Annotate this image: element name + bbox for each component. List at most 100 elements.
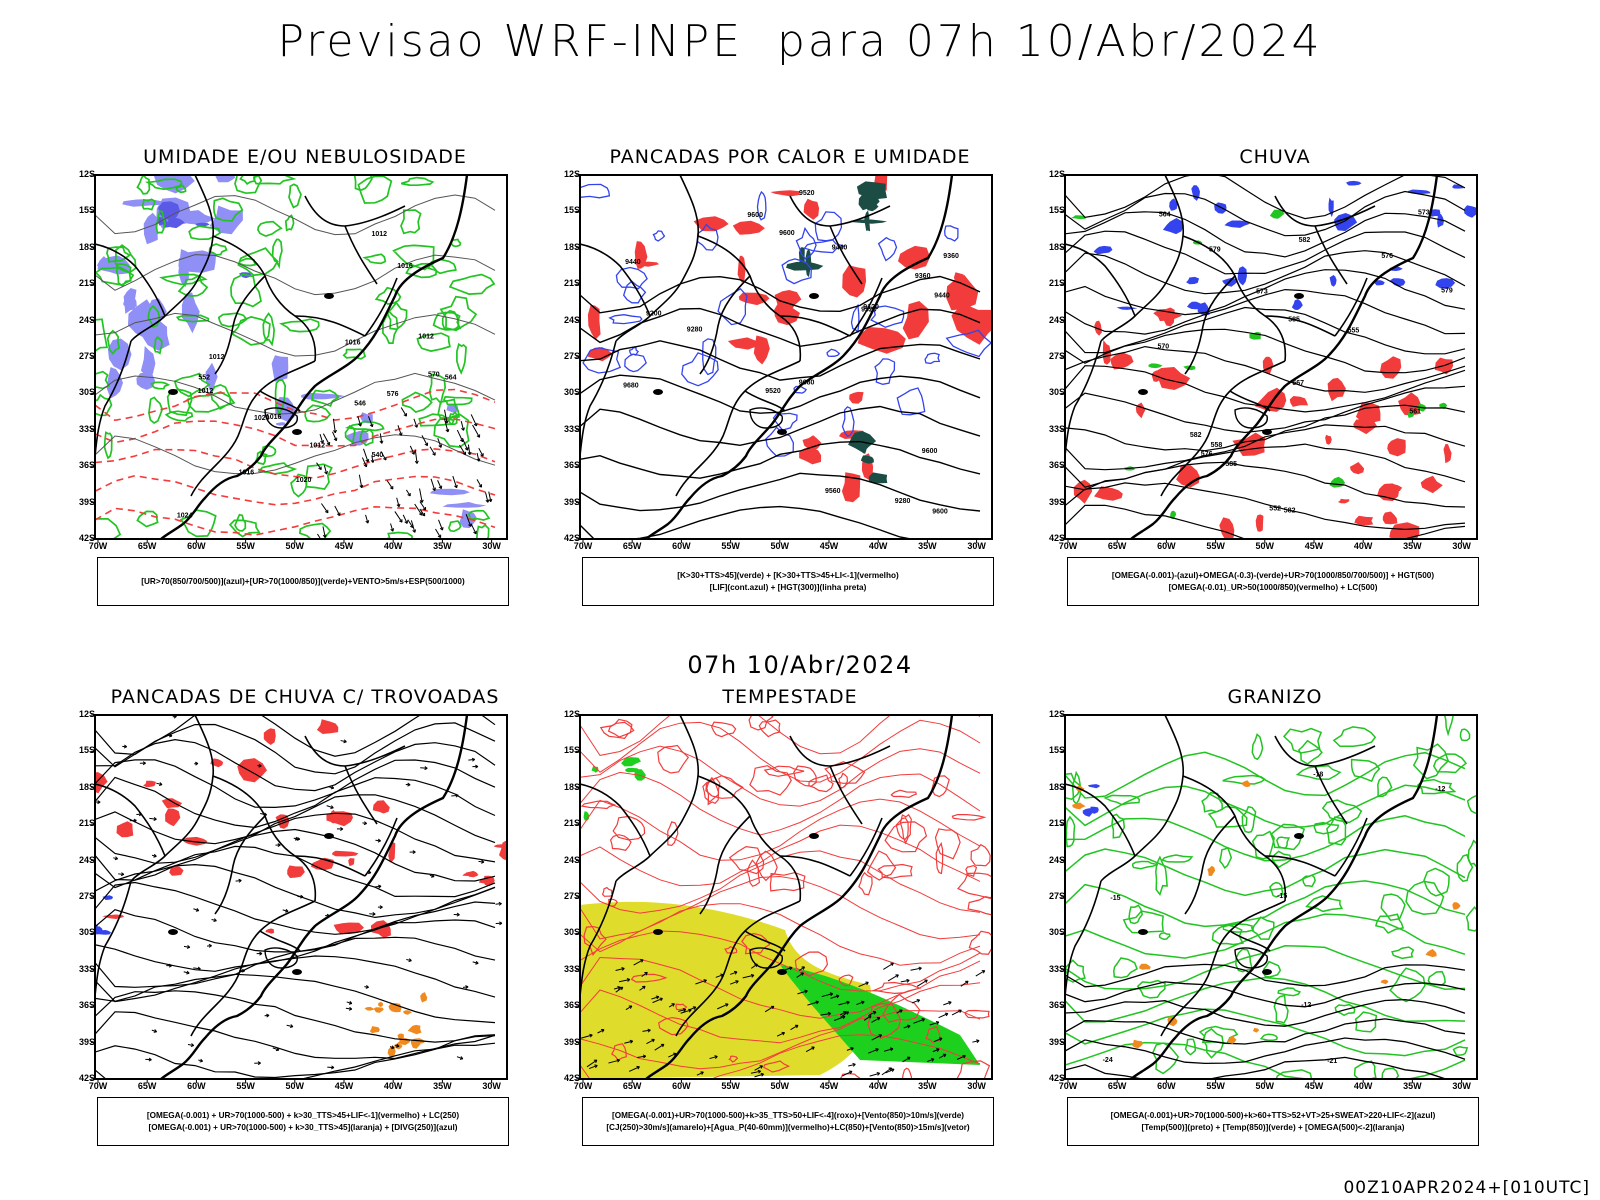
wind-arrow: [419, 501, 427, 511]
main-title: Previsao WRF-INPE para 07h 10/Abr/2024: [277, 16, 1323, 67]
temp850-green-contour: [1374, 913, 1405, 934]
country-border: [1334, 817, 1368, 877]
streamline-red-contour: [728, 845, 765, 875]
lat-label: 15S: [78, 205, 95, 216]
humidity-blue-area: [140, 346, 156, 383]
lon-label: 35W: [918, 541, 937, 551]
omega-orange-area: [1207, 865, 1216, 876]
lon-label: 45W: [334, 1081, 354, 1091]
wind-arrow: [332, 431, 337, 441]
country-border: [1264, 855, 1336, 877]
wind-vector: [881, 1067, 892, 1076]
contour-label: 573: [1418, 210, 1430, 217]
temp850-green-contour: [1282, 727, 1323, 754]
state-border: [749, 947, 783, 969]
lon-label: 50W: [1255, 1081, 1275, 1091]
state-border: [749, 407, 783, 429]
humidity-green-contour: [257, 220, 283, 238]
lon-label: 65W: [622, 541, 642, 551]
wind-arrow: [397, 425, 402, 436]
wind-arrow: [322, 433, 330, 446]
panel-title: CHUVA: [1239, 146, 1311, 168]
lake: [653, 389, 663, 395]
omega-orange-area: [1227, 1035, 1237, 1044]
streamline: [95, 794, 496, 845]
temp850-green-contour: [1332, 726, 1377, 748]
temp850-green-contour: [1128, 904, 1144, 925]
coastline: [645, 175, 954, 539]
lat-label: 30S: [1048, 927, 1065, 938]
map-granizo: -12 -12 -15 -15 -18 -21 -24: [1061, 714, 1478, 1083]
streamline-red-contour: [956, 1060, 991, 1079]
lat-label: 42S: [563, 1073, 580, 1083]
humidity-green-contour: [153, 335, 163, 355]
lat-label: 36S: [78, 460, 95, 471]
omega-orange-area: [1242, 780, 1251, 788]
rain-blue-area: [1093, 245, 1113, 255]
contour-label: 1016: [345, 339, 361, 346]
temp850-green-contour: [1103, 794, 1141, 806]
wind-vector: [654, 1043, 665, 1051]
wind-vector: [868, 1048, 879, 1054]
temp500-black-contour: [1065, 963, 1466, 988]
humidity-green-contour: [136, 510, 159, 528]
rain-red-area: [1398, 392, 1422, 416]
coastline: [160, 175, 469, 539]
rain-red-area: [1443, 444, 1452, 464]
legend-line: [OMEGA(-0.001)+UR>70(1000-500)+k>35_TTS>…: [612, 1110, 964, 1120]
legend-line: [K>30+TTS>45](verde) + [K>30+TTS>45+LI<-…: [677, 570, 899, 580]
humidity-green-contour: [228, 519, 261, 538]
rain-blue-area: [1329, 275, 1337, 287]
humidity-green-contour: [418, 413, 455, 427]
temp850-green-contour: [1354, 1011, 1378, 1033]
legend-line: [OMEGA(-0.001)+UR>70(1000-500)+k>60+TTS>…: [1110, 1110, 1436, 1120]
wind-vector: [951, 1009, 962, 1016]
wind-vector: [902, 1056, 911, 1063]
country-border: [130, 715, 215, 882]
humidity-green-contour: [148, 396, 164, 425]
wind-vector: [641, 971, 648, 978]
wind-vector: [625, 1005, 633, 1011]
contour-label: 576: [387, 391, 399, 398]
streamline: [95, 919, 496, 972]
thunderstorm-orange-area: [397, 1033, 404, 1040]
thickness-red-dashed-contour: [95, 418, 496, 447]
country-border: [1160, 970, 1211, 1037]
lat-label: 33S: [1048, 423, 1065, 434]
country-border: [130, 175, 215, 342]
thunderstorm-orange-area: [378, 1002, 384, 1007]
streamline: [95, 1034, 496, 1079]
humidity-green-contour: [392, 244, 435, 271]
panel-chuva: CHUVA 585 582 582 579 576 573 570 567 564 561 558 55…: [1035, 146, 1515, 616]
wind-vector: [597, 1029, 605, 1034]
map-pancadas-trovoadas: [91, 714, 508, 1083]
lat-label: 12S: [563, 169, 580, 179]
convection-red-area: [841, 472, 861, 503]
wind-arrow: [322, 526, 326, 538]
wind-arrow: [414, 503, 423, 516]
lat-label: 27S: [1048, 891, 1065, 901]
streamline-red-contour: [793, 765, 817, 787]
contour-label: 1012: [418, 334, 434, 341]
rain-blue-area: [1237, 266, 1247, 286]
country-border: [190, 430, 241, 497]
temp850-green-contour: [1259, 1033, 1278, 1042]
lat-label: 15S: [1048, 205, 1065, 216]
contour-label: -24: [1103, 1057, 1113, 1064]
legend-box: [OMEGA(-0.001)-(azul)+OMEGA(-0.3)-(verde…: [1067, 557, 1479, 606]
lake: [1138, 389, 1148, 395]
rain-red-area: [1337, 498, 1350, 504]
wind-vector: [972, 1040, 980, 1043]
country-border: [1065, 340, 1102, 457]
lat-label: 30S: [563, 387, 580, 398]
legend-box: [OMEGA(-0.001)+UR>70(1000-500)+k>35_TTS>…: [582, 1097, 994, 1146]
wind-vector: [754, 1073, 764, 1078]
temp850-green-contour: [1405, 880, 1445, 915]
lat-label: 42S: [1048, 1073, 1065, 1083]
convection-red-area: [946, 275, 979, 311]
lif-blue-contour: [608, 314, 643, 325]
contour-label: 1020: [254, 415, 270, 422]
convection-red-area: [634, 241, 648, 269]
wind-vector: [615, 967, 625, 971]
rain-green-area: [1269, 209, 1285, 219]
